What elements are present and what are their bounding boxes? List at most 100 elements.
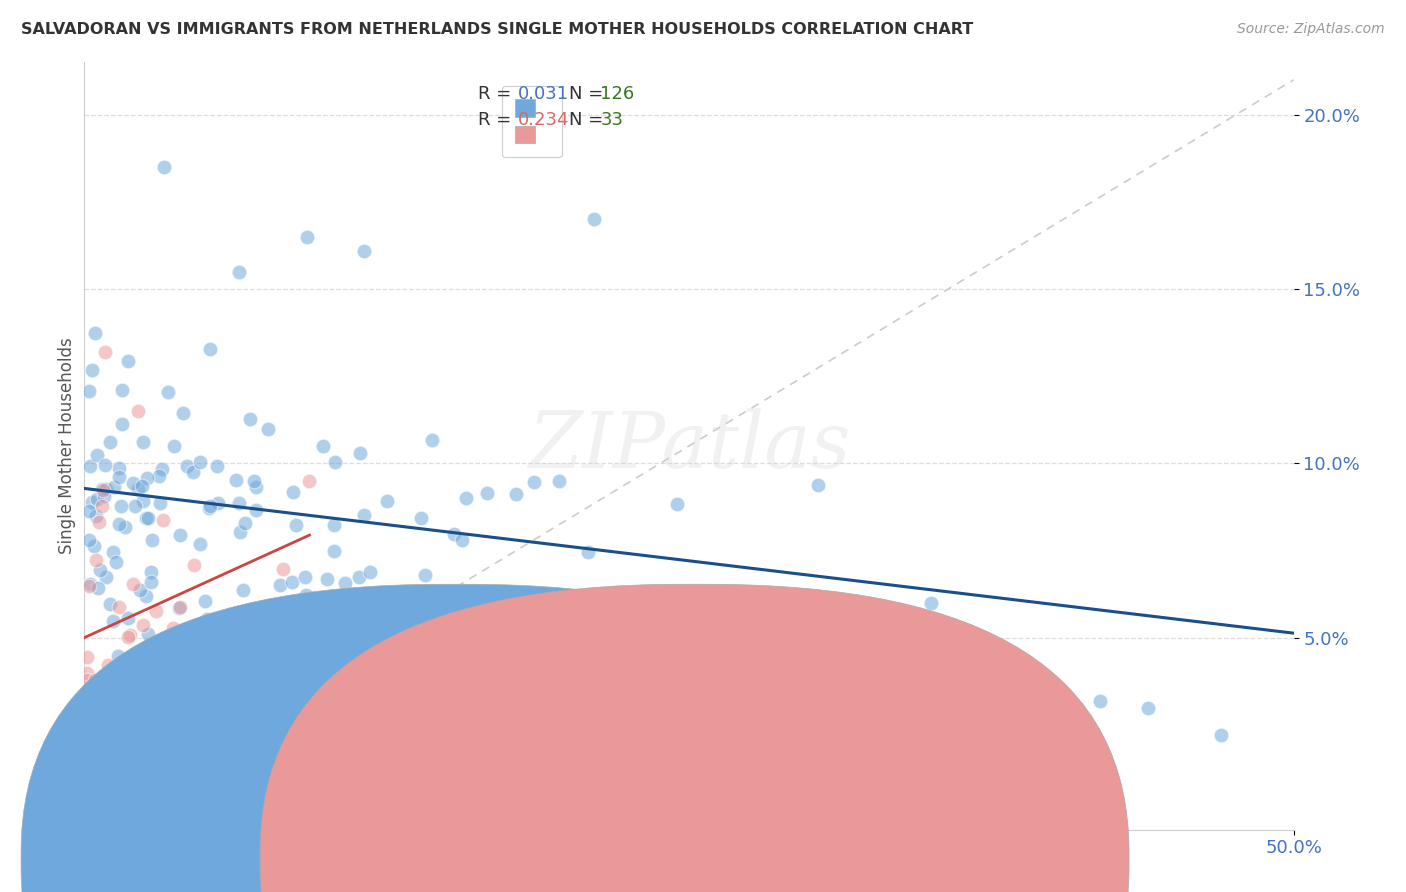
Point: [197, 501, 219, 516]
Point: [148, 495, 170, 509]
Point: [131, 479, 153, 493]
Point: [107, 649, 129, 664]
Point: [139, 565, 162, 579]
Point: [132, 617, 155, 632]
Point: [76, 673, 98, 687]
Point: [807, 478, 830, 492]
Text: Salvadorans: Salvadorans: [520, 849, 623, 867]
Point: [79, 579, 101, 593]
Point: [98, 597, 121, 611]
Point: [333, 576, 356, 591]
Point: [323, 518, 346, 533]
Point: [195, 612, 218, 626]
Point: [108, 460, 131, 475]
Point: [90, 483, 112, 497]
Point: [135, 698, 157, 712]
Point: [245, 480, 267, 494]
Point: [281, 485, 304, 500]
Point: [121, 577, 143, 591]
Point: [100, 700, 122, 714]
Point: [1137, 700, 1160, 714]
Point: [194, 594, 217, 608]
Point: [312, 440, 335, 454]
Point: [127, 404, 149, 418]
Y-axis label: Single Mother Households: Single Mother Households: [58, 338, 76, 554]
Point: [229, 525, 252, 540]
Point: [148, 469, 170, 483]
Text: SALVADORAN VS IMMIGRANTS FROM NETHERLANDS SINGLE MOTHER HOUSEHOLDS CORRELATION C: SALVADORAN VS IMMIGRANTS FROM NETHERLAND…: [21, 22, 973, 37]
Point: [1088, 693, 1111, 707]
Point: [375, 494, 398, 508]
Point: [87, 515, 110, 529]
Point: [284, 518, 307, 533]
Point: [117, 611, 139, 625]
Point: [298, 474, 321, 488]
Point: [86, 449, 108, 463]
Point: [84, 553, 107, 567]
Point: [233, 516, 256, 531]
Point: [666, 497, 689, 511]
Point: [582, 212, 605, 227]
Point: [198, 500, 221, 514]
Point: [281, 575, 304, 590]
Point: [177, 683, 200, 698]
Point: [156, 384, 179, 399]
Point: [77, 384, 100, 398]
Text: Immigrants from Netherlands: Immigrants from Netherlands: [731, 849, 977, 867]
Text: N =: N =: [569, 112, 616, 129]
Point: [152, 513, 174, 527]
Point: [132, 435, 155, 450]
Point: [131, 494, 153, 508]
Point: [79, 458, 101, 473]
Point: [167, 645, 190, 659]
Point: [205, 459, 228, 474]
Point: [294, 588, 316, 602]
Point: [82, 495, 104, 509]
Point: [232, 582, 254, 597]
Point: [920, 596, 942, 610]
Point: [135, 589, 157, 603]
Text: R =: R =: [478, 85, 517, 103]
Point: [94, 483, 117, 497]
Point: [576, 545, 599, 559]
Point: [359, 565, 381, 579]
Point: [257, 422, 280, 436]
Point: [111, 383, 134, 397]
Point: [77, 533, 100, 547]
Text: R =: R =: [478, 112, 517, 129]
Point: [207, 496, 229, 510]
Point: [129, 582, 152, 597]
Point: [82, 707, 104, 722]
Point: [136, 511, 159, 525]
Point: [326, 605, 349, 619]
Point: [84, 326, 107, 340]
Point: [548, 474, 571, 488]
Point: [644, 617, 666, 632]
Point: [176, 459, 198, 474]
Point: [172, 407, 194, 421]
Point: [225, 473, 247, 487]
Legend: , : ,: [502, 87, 562, 158]
Text: 126: 126: [600, 85, 634, 103]
Point: [76, 718, 98, 732]
Point: [79, 577, 101, 591]
Point: [124, 500, 146, 514]
Point: [479, 597, 502, 611]
Point: [169, 599, 191, 614]
Point: [90, 499, 112, 513]
Point: [79, 694, 101, 708]
Point: [82, 363, 104, 377]
Point: [76, 665, 98, 680]
Point: [347, 570, 370, 584]
Point: [120, 628, 142, 642]
Point: [103, 479, 125, 493]
Point: [169, 528, 191, 542]
Point: [409, 511, 432, 525]
Point: [97, 658, 120, 673]
Text: 33: 33: [600, 112, 623, 129]
Text: ZIPatlas: ZIPatlas: [527, 408, 851, 484]
Point: [108, 599, 131, 614]
Point: [188, 455, 211, 469]
Point: [86, 491, 108, 506]
Point: [150, 462, 173, 476]
